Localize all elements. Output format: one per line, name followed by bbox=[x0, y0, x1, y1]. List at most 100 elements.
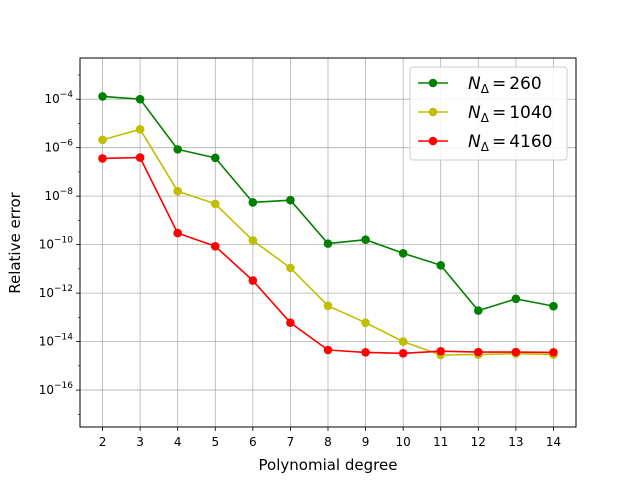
y-tick-exponent: −10 bbox=[54, 236, 73, 246]
y-tick-base: 10 bbox=[44, 92, 59, 106]
data-point bbox=[210, 199, 220, 209]
legend-item: NΔ = 4160 bbox=[418, 132, 552, 154]
legend-label: NΔ = 260 bbox=[468, 74, 542, 96]
data-point bbox=[511, 347, 521, 357]
x-axis-label: Polynomial degree bbox=[259, 456, 398, 474]
data-point bbox=[323, 239, 333, 248]
x-tick-label: 11 bbox=[433, 435, 448, 449]
y-tick-label: 10−16 bbox=[39, 381, 74, 397]
series-260 bbox=[98, 92, 558, 315]
x-tick-label: 14 bbox=[546, 435, 561, 449]
y-tick-base: 10 bbox=[39, 383, 54, 397]
legend-marker bbox=[428, 107, 438, 117]
x-tick-label: 9 bbox=[362, 435, 370, 449]
legend-label: NΔ = 1040 bbox=[468, 103, 552, 125]
y-tick-exponent: −8 bbox=[60, 187, 74, 197]
data-point bbox=[361, 318, 370, 328]
data-point bbox=[398, 337, 408, 346]
data-point bbox=[323, 301, 333, 311]
data-point bbox=[135, 94, 145, 104]
legend-value: 1040 bbox=[509, 103, 552, 123]
y-tick-exponent: −6 bbox=[60, 139, 74, 149]
y-tick-label: 10−4 bbox=[44, 90, 73, 106]
legend-item: NΔ = 260 bbox=[418, 74, 542, 96]
data-point bbox=[436, 261, 446, 270]
x-tick-label: 13 bbox=[508, 435, 523, 449]
data-point bbox=[286, 195, 295, 205]
y-tick-label: 10−8 bbox=[44, 187, 73, 203]
data-point bbox=[135, 125, 145, 134]
y-tick-label: 10−6 bbox=[44, 139, 73, 155]
series-layer bbox=[98, 92, 558, 360]
x-tick-label: 12 bbox=[471, 435, 486, 449]
legend-value: 4160 bbox=[509, 132, 552, 152]
legend-label: NΔ = 4160 bbox=[468, 132, 552, 154]
legend-subscript: Δ bbox=[481, 140, 490, 154]
y-tick-label: 10−12 bbox=[39, 284, 73, 300]
legend-symbol: N bbox=[468, 103, 481, 123]
data-point bbox=[361, 348, 370, 357]
legend-equals: = bbox=[492, 74, 506, 94]
data-point bbox=[210, 153, 220, 163]
data-point bbox=[549, 301, 558, 311]
y-axis-label: Relative error bbox=[6, 191, 24, 293]
data-point bbox=[398, 248, 408, 258]
data-point bbox=[173, 145, 182, 154]
legend-subscript: Δ bbox=[481, 111, 490, 125]
y-tick-exponent: −14 bbox=[54, 333, 73, 343]
y-tick-base: 10 bbox=[39, 286, 54, 300]
data-point bbox=[549, 348, 558, 357]
legend-item: NΔ = 1040 bbox=[418, 103, 552, 125]
x-tick-label: 10 bbox=[396, 435, 411, 449]
data-point bbox=[98, 92, 107, 101]
data-point bbox=[248, 236, 258, 245]
data-point bbox=[398, 348, 408, 358]
legend-symbol: N bbox=[468, 132, 481, 152]
data-point bbox=[474, 347, 483, 357]
data-point bbox=[286, 263, 295, 273]
y-tick-label: 10−14 bbox=[39, 333, 74, 349]
legend-symbol: N bbox=[468, 74, 481, 94]
y-tick-base: 10 bbox=[39, 238, 54, 252]
x-tick-label: 2 bbox=[99, 435, 107, 449]
data-point bbox=[210, 242, 220, 251]
legend-marker bbox=[428, 136, 438, 146]
legend-marker bbox=[428, 78, 438, 88]
legend-box bbox=[409, 66, 568, 161]
data-point bbox=[474, 306, 483, 315]
x-tick-label: 7 bbox=[287, 435, 295, 449]
data-point bbox=[173, 186, 182, 196]
y-tick-exponent: −12 bbox=[54, 284, 73, 294]
legend-value: 260 bbox=[509, 74, 541, 94]
series-4160 bbox=[98, 153, 558, 358]
y-tick-label: 10−10 bbox=[39, 236, 74, 252]
x-tick-label: 8 bbox=[324, 435, 332, 449]
data-point bbox=[173, 228, 182, 238]
data-point bbox=[248, 276, 258, 285]
y-tick-base: 10 bbox=[44, 141, 59, 155]
data-point bbox=[135, 153, 145, 162]
data-point bbox=[98, 135, 107, 145]
data-point bbox=[286, 318, 295, 328]
legend-equals: = bbox=[492, 103, 506, 123]
legend-subscript: Δ bbox=[481, 82, 490, 96]
x-tick-label: 4 bbox=[174, 435, 182, 449]
data-point bbox=[323, 345, 333, 355]
tick-layer: 2 3 4 5 6 7 8 9 10 11 12 13 1410−410−610−810−1010−12… bbox=[39, 74, 561, 449]
legend-equals: = bbox=[492, 132, 506, 152]
x-tick-label: 6 bbox=[249, 435, 257, 449]
data-point bbox=[511, 294, 521, 304]
x-tick-label: 3 bbox=[136, 435, 144, 449]
y-tick-exponent: −16 bbox=[54, 381, 73, 391]
data-point bbox=[436, 346, 446, 356]
data-point bbox=[361, 235, 370, 244]
y-tick-base: 10 bbox=[39, 335, 54, 349]
x-tick-label: 5 bbox=[211, 435, 219, 449]
y-tick-base: 10 bbox=[44, 189, 59, 203]
data-point bbox=[98, 154, 107, 163]
data-point bbox=[248, 198, 258, 207]
y-tick-exponent: −4 bbox=[60, 90, 74, 100]
